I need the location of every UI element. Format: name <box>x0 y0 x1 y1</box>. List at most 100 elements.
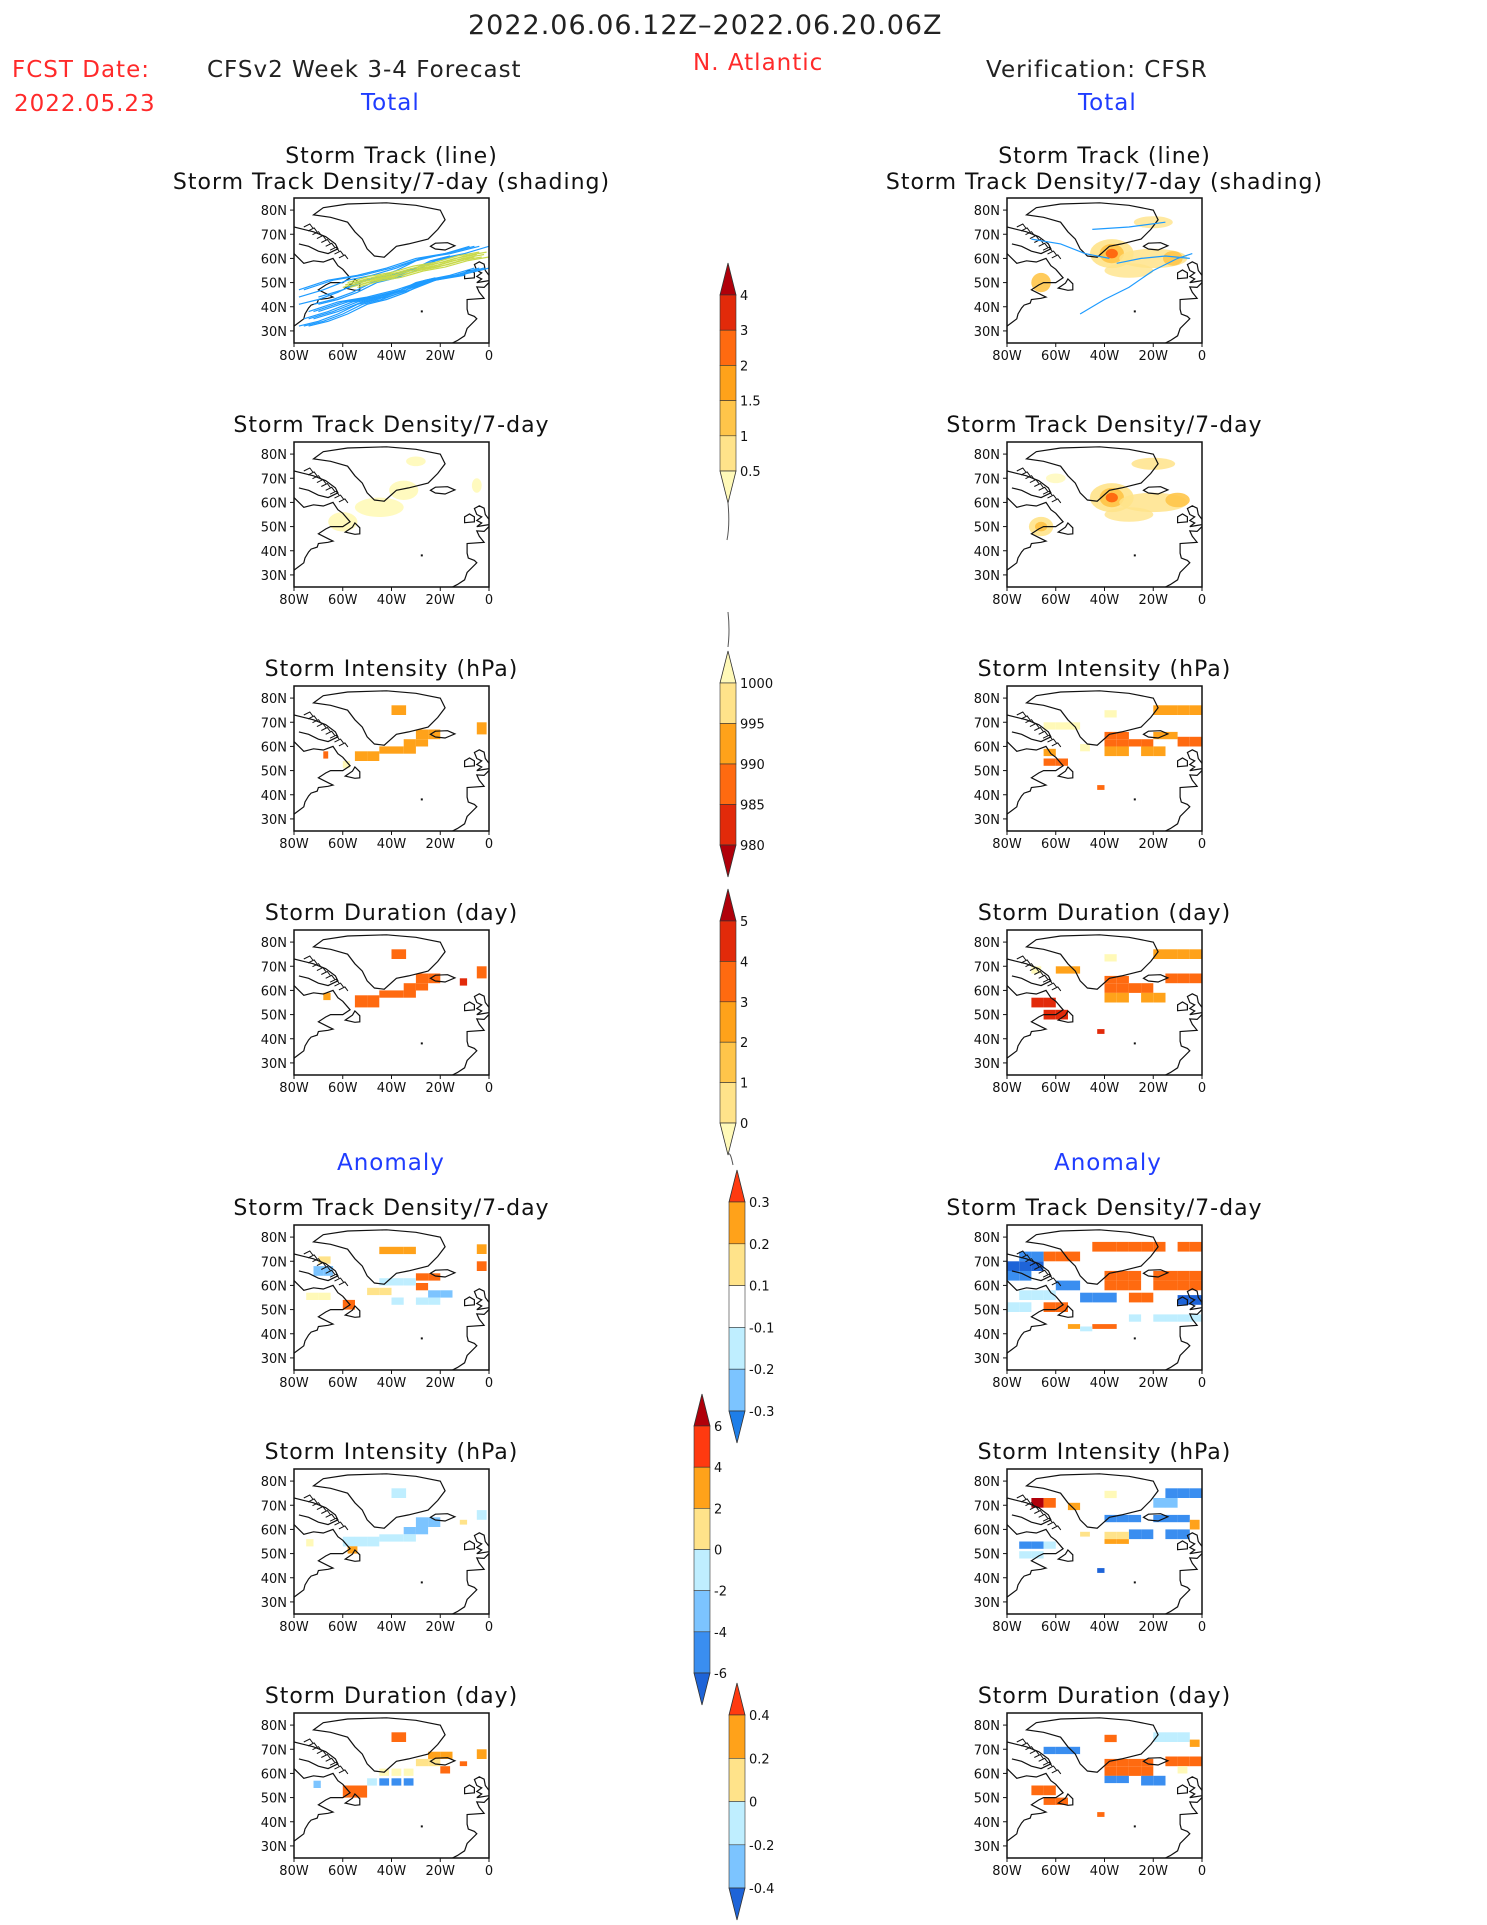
coastline <box>1202 720 1246 744</box>
shading-cell <box>1043 1797 1056 1805</box>
x-tick-label: 60W <box>328 1081 358 1096</box>
colorbar-triangle <box>719 262 737 296</box>
colorbar-segment <box>719 723 737 765</box>
shading-cell <box>391 1732 407 1742</box>
coastline-detail <box>1025 1746 1035 1751</box>
coastline-detail <box>1029 478 1040 484</box>
coastline <box>1165 1797 1202 1858</box>
colorbar-segment <box>728 1844 746 1889</box>
coastline-detail <box>1051 986 1062 992</box>
shading-cell <box>1177 736 1190 747</box>
coastline <box>489 1503 533 1527</box>
coastline-detail <box>334 1277 344 1283</box>
y-tick-label: 80N <box>974 692 1000 707</box>
y-tick-label: 30N <box>974 569 1000 584</box>
azores-dot <box>420 310 423 313</box>
shading-cell <box>1043 1251 1056 1262</box>
coastline-detail <box>312 231 322 236</box>
panel-title: Storm Track Density/7-day <box>233 1196 549 1221</box>
shading-cell <box>391 1246 404 1255</box>
coastline <box>1177 1784 1188 1795</box>
shading-cell <box>323 751 329 759</box>
shading-cell <box>379 990 392 998</box>
azores-dot <box>420 1581 423 1584</box>
coastline-detail <box>1047 1277 1057 1283</box>
x-tick-label: 20W <box>1139 349 1169 364</box>
coastline <box>452 1553 489 1614</box>
colorbar-label: 0.5 <box>740 465 761 480</box>
coastline-detail <box>316 722 327 728</box>
coastline <box>343 766 361 779</box>
coastline <box>294 985 351 1059</box>
coastline-detail <box>1047 982 1057 988</box>
coastline <box>1165 282 1202 343</box>
y-tick-label: 40N <box>261 1572 287 1587</box>
shading-cell <box>1116 1758 1129 1767</box>
shading-cell <box>391 990 404 998</box>
right-total-label: Total <box>1078 90 1137 116</box>
x-tick-label: 20W <box>1139 1864 1169 1879</box>
y-tick-label: 70N <box>974 1255 1000 1270</box>
shading-cell <box>1177 1488 1190 1498</box>
shading-cell <box>428 973 441 984</box>
coastline-detail <box>1047 250 1057 256</box>
coastline <box>1202 964 1246 988</box>
panel-title: Storm Duration (day) <box>265 901 518 926</box>
y-tick-label: 50N <box>261 277 287 292</box>
coastline-detail <box>321 482 331 488</box>
shading-cell <box>1080 1326 1093 1332</box>
shading-cell <box>1092 1292 1105 1303</box>
verification-label: Verification: CFSR <box>986 57 1208 83</box>
panel-title: Storm Intensity (hPa) <box>265 657 519 682</box>
shading-cell <box>1189 1295 1202 1305</box>
coastline-detail <box>321 726 331 732</box>
colorbar-label: 6 <box>714 1420 722 1435</box>
shading-cell <box>1165 705 1178 715</box>
coastline-detail <box>1016 467 1027 473</box>
colorbar-label: 0.2 <box>749 1752 770 1767</box>
y-tick-label: 30N <box>261 1352 287 1367</box>
coastline-detail <box>1051 1525 1062 1531</box>
y-tick-label: 30N <box>974 1596 1000 1611</box>
x-tick-label: 60W <box>1041 837 1071 852</box>
shading-cell <box>415 1273 429 1281</box>
y-tick-label: 30N <box>261 1596 287 1611</box>
y-tick-label: 80N <box>261 692 287 707</box>
shading-cell <box>306 1292 319 1300</box>
coastline <box>1142 730 1170 739</box>
coastline-detail <box>316 1749 327 1755</box>
shading-cell <box>403 990 416 998</box>
coastline <box>473 993 489 1016</box>
x-tick-label: 0 <box>485 1376 493 1391</box>
shading-blob <box>354 497 404 517</box>
coastline-detail <box>1034 970 1044 976</box>
azores-dot <box>1133 1337 1136 1340</box>
shading-cell <box>1165 1529 1178 1540</box>
coastline-detail <box>1038 242 1049 248</box>
coastline-detail <box>1038 730 1049 736</box>
coastline-detail <box>303 1494 314 1500</box>
coastline-detail <box>1029 234 1040 240</box>
coastline <box>311 1229 446 1285</box>
coastline-detail <box>312 475 322 480</box>
coastline <box>1142 1757 1170 1766</box>
panel-title: Storm Duration (day) <box>978 1684 1231 1709</box>
colorbar-label: 4 <box>714 1461 722 1476</box>
y-tick-label: 80N <box>974 204 1000 219</box>
map-panel-ob-den: Storm Track Density/7-day 80W 60W 40W 20W 0 80… <box>946 413 1261 608</box>
y-tick-label: 40N <box>261 789 287 804</box>
colorbar-segment <box>693 1590 711 1633</box>
x-tick-label: 40W <box>1090 349 1120 364</box>
colorbar-label: 0 <box>740 1117 748 1132</box>
coastline <box>1007 1524 1064 1598</box>
shading-cell <box>1116 1280 1129 1291</box>
shading-cell <box>1092 1241 1105 1252</box>
y-tick-label: 50N <box>974 1548 1000 1563</box>
coastline-detail <box>1029 722 1040 728</box>
shading-cell <box>1128 739 1142 747</box>
shading-cell <box>1104 1758 1117 1767</box>
coastline-detail <box>338 986 349 992</box>
y-tick-label: 40N <box>261 1328 287 1343</box>
x-tick-label: 40W <box>1090 593 1120 608</box>
shading-blob <box>1104 507 1154 522</box>
